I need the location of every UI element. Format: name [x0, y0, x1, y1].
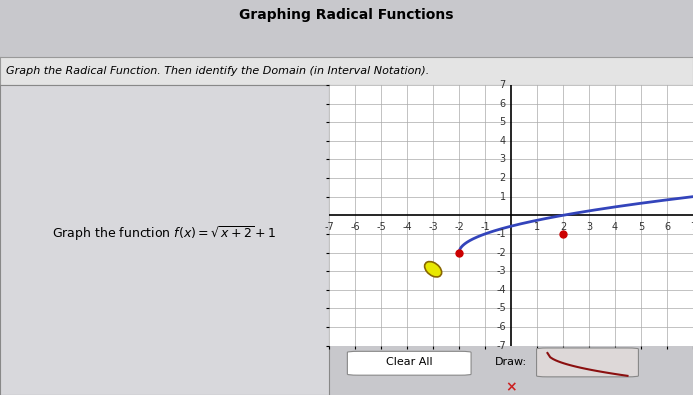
Text: -2: -2	[454, 222, 464, 232]
FancyBboxPatch shape	[347, 351, 471, 375]
Text: -6: -6	[351, 222, 360, 232]
Text: -5: -5	[496, 303, 506, 313]
Text: 3: 3	[500, 154, 506, 164]
Text: -7: -7	[496, 340, 506, 351]
Text: 3: 3	[586, 222, 592, 232]
Text: -2: -2	[496, 248, 506, 258]
Text: 4: 4	[500, 136, 506, 146]
Text: -3: -3	[496, 266, 506, 276]
Text: 7: 7	[500, 80, 506, 90]
Text: -4: -4	[403, 222, 412, 232]
Text: -1: -1	[480, 222, 490, 232]
Text: 5: 5	[638, 222, 644, 232]
Text: Graph the Radical Function. Then identify the Domain (in Interval Notation).: Graph the Radical Function. Then identif…	[6, 66, 429, 76]
Text: Draw:: Draw:	[495, 357, 527, 367]
Text: -3: -3	[428, 222, 438, 232]
Text: 4: 4	[612, 222, 618, 232]
FancyBboxPatch shape	[536, 348, 638, 377]
Text: Graphing Radical Functions: Graphing Radical Functions	[239, 8, 454, 22]
Text: -4: -4	[496, 285, 506, 295]
Text: ×: ×	[505, 380, 517, 394]
Text: 6: 6	[664, 222, 670, 232]
Text: 5: 5	[500, 117, 506, 127]
Ellipse shape	[425, 261, 441, 277]
Text: Graph the function $f(x) = \sqrt{x+2}+1$: Graph the function $f(x) = \sqrt{x+2}+1$	[52, 224, 277, 243]
Text: Clear All: Clear All	[386, 357, 432, 367]
Text: 2: 2	[500, 173, 506, 183]
Text: 2: 2	[560, 222, 566, 232]
Text: -6: -6	[496, 322, 506, 332]
Text: 1: 1	[500, 192, 506, 202]
Text: -5: -5	[376, 222, 386, 232]
Text: -1: -1	[496, 229, 506, 239]
Text: 6: 6	[500, 98, 506, 109]
Text: 7: 7	[690, 222, 693, 232]
Text: -7: -7	[324, 222, 334, 232]
Text: 1: 1	[534, 222, 540, 232]
